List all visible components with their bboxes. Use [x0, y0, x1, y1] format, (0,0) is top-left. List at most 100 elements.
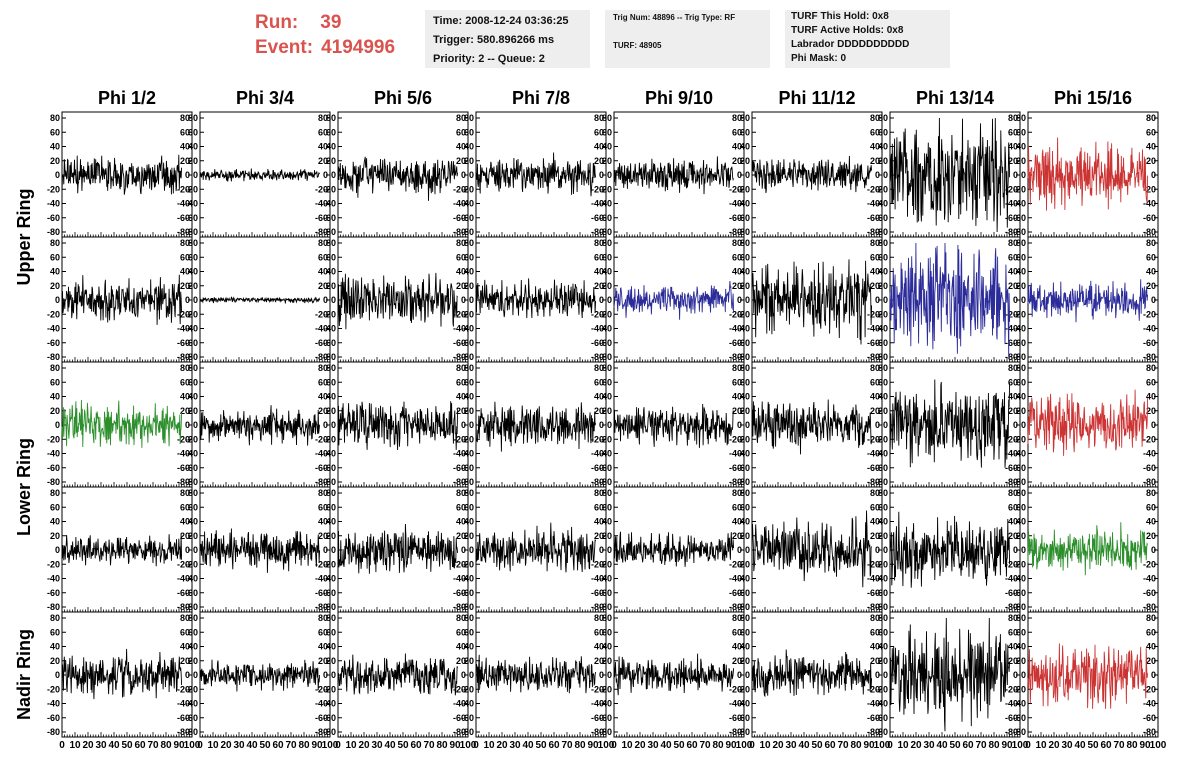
y-tick-label-right: 20 [594, 656, 604, 666]
y-tick-label-right: -60 [453, 588, 466, 598]
y-tick-label-left: -40 [461, 699, 474, 709]
x-tick-label: 30 [647, 740, 659, 751]
y-tick-label-left: 60 [602, 627, 612, 637]
y-tick-label-left: 40 [326, 517, 336, 527]
y-tick-label-right: 80 [1146, 488, 1156, 498]
y-tick-label-right: -80 [177, 227, 190, 237]
y-tick-label-right: 0 [323, 545, 328, 555]
waveform-trace [889, 117, 1011, 233]
y-tick-label-right: 60 [180, 502, 190, 512]
y-tick-label-left: 80 [878, 113, 888, 123]
y-tick-label-left: -40 [461, 324, 474, 334]
y-tick-label-right: 40 [594, 267, 604, 277]
y-tick-label-right: 20 [456, 656, 466, 666]
y-tick-label-right: -60 [867, 713, 880, 723]
y-tick-label-left: -60 [599, 713, 612, 723]
y-tick-label-left: 20 [1016, 156, 1026, 166]
x-tick-label: 30 [509, 740, 521, 751]
waveform-trace [199, 296, 321, 304]
waveform-trace [889, 511, 1011, 588]
y-tick-label-right: -80 [1143, 602, 1156, 612]
y-tick-label-right: 0 [599, 545, 604, 555]
y-tick-label-right: -40 [315, 324, 328, 334]
y-tick-label-right: -60 [1005, 463, 1018, 473]
y-tick-label-right: -20 [315, 559, 328, 569]
x-tick-label: 20 [772, 740, 784, 751]
y-tick-label-right: 60 [594, 627, 604, 637]
y-tick-label-right: -60 [453, 338, 466, 348]
y-tick-label-right: -40 [591, 324, 604, 334]
y-tick-label-right: 0 [1151, 170, 1156, 180]
y-tick-label-left: -80 [323, 352, 336, 362]
y-tick-label-right: 80 [1008, 363, 1018, 373]
waveform-trace [1027, 279, 1149, 323]
x-tick-label: 100 [598, 740, 615, 751]
y-tick-label-right: -80 [729, 727, 742, 737]
y-tick-label-left: -80 [1013, 727, 1026, 737]
y-tick-label-right: 80 [318, 613, 328, 623]
y-tick-label-left: 60 [326, 377, 336, 387]
y-tick-label-right: -80 [315, 227, 328, 237]
y-tick-label-right: -40 [177, 324, 190, 334]
y-tick-label-right: 40 [870, 142, 880, 152]
x-tick-label: 10 [759, 740, 771, 751]
y-tick-label-left: -40 [1013, 699, 1026, 709]
x-tick-label: 90 [173, 740, 185, 751]
y-tick-label-left: -20 [875, 559, 888, 569]
y-tick-label-left: -20 [461, 309, 474, 319]
y-tick-label-right: 0 [1151, 295, 1156, 305]
y-tick-label-right: -80 [1005, 227, 1018, 237]
y-tick-label-left: 0 [883, 420, 888, 430]
y-tick-label-left: -60 [185, 213, 198, 223]
y-tick-label-right: 0 [599, 670, 604, 680]
y-tick-label-right: -80 [315, 352, 328, 362]
x-tick-label: 0 [197, 740, 203, 751]
y-tick-label-left: -60 [737, 463, 750, 473]
y-tick-label-left: 20 [326, 656, 336, 666]
y-tick-label-left: 40 [602, 642, 612, 652]
y-tick-label-right: 40 [456, 642, 466, 652]
y-tick-label-left: 40 [602, 392, 612, 402]
y-tick-label-left: 60 [50, 502, 60, 512]
y-tick-label-left: -60 [1013, 463, 1026, 473]
y-tick-label-left: 60 [1016, 252, 1026, 262]
y-tick-label-right: 60 [456, 502, 466, 512]
y-tick-label-right: 60 [732, 627, 742, 637]
y-tick-label-left: 0 [193, 420, 198, 430]
y-tick-label-left: 40 [188, 642, 198, 652]
waveform-trace [475, 522, 597, 573]
y-tick-label-right: 40 [456, 267, 466, 277]
x-tick-label: 70 [561, 740, 573, 751]
y-tick-label-left: 40 [188, 142, 198, 152]
y-tick-label-right: 0 [461, 295, 466, 305]
y-tick-label-left: -40 [323, 449, 336, 459]
x-tick-label: 30 [371, 740, 383, 751]
column-header: Phi 13/14 [916, 88, 994, 108]
x-tick-label: 90 [311, 740, 323, 751]
y-tick-label-right: 60 [1008, 252, 1018, 262]
y-tick-label-left: 20 [50, 281, 60, 291]
y-tick-label-right: 20 [1008, 406, 1018, 416]
y-tick-label-right: 40 [870, 642, 880, 652]
waveform-trace [889, 617, 1011, 732]
y-tick-label-left: 80 [740, 613, 750, 623]
x-tick-label: 10 [897, 740, 909, 751]
y-tick-label-right: -60 [315, 463, 328, 473]
y-tick-label-right: 60 [180, 127, 190, 137]
waveform-trace [475, 152, 597, 197]
x-tick-label: 70 [423, 740, 435, 751]
y-tick-label-right: -60 [315, 713, 328, 723]
y-tick-label-left: -20 [1013, 559, 1026, 569]
column-header: Phi 1/2 [98, 88, 156, 108]
y-tick-label-left: 60 [602, 252, 612, 262]
y-tick-label-left: 20 [602, 281, 612, 291]
y-tick-label-left: 60 [188, 627, 198, 637]
y-tick-label-right: -60 [177, 213, 190, 223]
y-tick-label-left: 80 [326, 613, 336, 623]
y-tick-label-left: 80 [878, 488, 888, 498]
